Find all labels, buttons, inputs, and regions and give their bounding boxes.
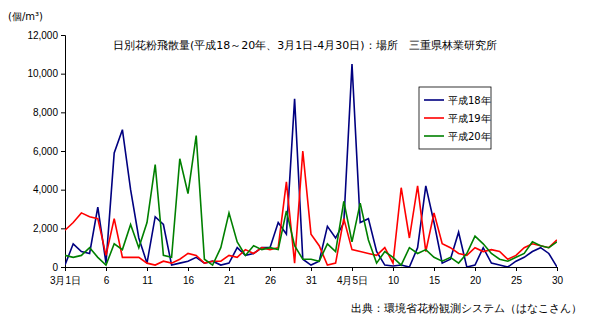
x-tick-mark (393, 267, 394, 271)
x-tick: 4月5日 (337, 267, 368, 286)
x-tick-label: 25 (511, 275, 523, 286)
x-tick-mark (516, 267, 517, 271)
legend-label: 平成20年 (448, 131, 491, 142)
x-tick: 21 (224, 267, 236, 286)
x-tick: 26 (265, 267, 277, 286)
x-tick: 30 (552, 267, 564, 286)
x-tick: 16 (183, 267, 195, 286)
x-tick-mark (106, 267, 107, 271)
x-axis: 3月1日 6 11 16 21 26 31 4月5日 10 15 20 25 30 (50, 267, 564, 286)
y-tick-mark (61, 190, 65, 191)
legend-swatch (424, 117, 444, 119)
x-tick-mark (311, 267, 312, 271)
x-tick-label: 26 (265, 275, 277, 286)
y-tick-mark (61, 151, 65, 152)
x-tick: 25 (511, 267, 523, 286)
x-tick-mark (147, 267, 148, 271)
legend-label: 平成19年 (448, 113, 491, 124)
x-tick: 10 (388, 267, 400, 286)
y-tick: 2,000 (33, 223, 65, 234)
plot: 0 2,000 4,000 6,000 8,000 10,000 12,000 3月1日 6 11… (27, 30, 563, 286)
y-tick-label: 6,000 (33, 146, 58, 157)
y-tick: 4,000 (33, 184, 65, 195)
x-tick: 31 (306, 267, 318, 286)
x-tick-mark (188, 267, 189, 271)
legend-swatch (424, 99, 444, 101)
y-tick-mark (61, 228, 65, 229)
x-tick: 20 (470, 267, 482, 286)
x-tick: 15 (429, 267, 441, 286)
y-axis-line (61, 36, 66, 268)
x-tick-label: 3月1日 (50, 275, 81, 286)
legend-label: 平成18年 (448, 95, 491, 106)
x-tick-label: 6 (104, 275, 110, 286)
y-tick-label: 10,000 (27, 68, 58, 79)
legend-swatch (424, 135, 444, 137)
series-line (65, 136, 557, 266)
x-axis-line (66, 268, 558, 272)
x-tick-mark (270, 267, 271, 271)
y-tick: 10,000 (27, 68, 65, 79)
lines (65, 64, 557, 267)
x-tick-mark (65, 267, 66, 271)
x-tick-mark (557, 267, 558, 271)
y-tick: 0 (52, 262, 65, 273)
y-tick-mark (61, 267, 65, 268)
y-tick-label: 0 (52, 262, 58, 273)
y-tick-label: 8,000 (33, 107, 58, 118)
y-tick-label: 4,000 (33, 184, 58, 195)
x-tick-mark (229, 267, 230, 271)
y-tick: 6,000 (33, 146, 65, 157)
y-tick-mark (61, 35, 65, 36)
x-tick-label: 30 (552, 275, 564, 286)
x-tick-mark (434, 267, 435, 271)
x-tick: 3月1日 (50, 267, 81, 286)
y-tick: 12,000 (27, 30, 65, 41)
x-tick-label: 31 (306, 275, 318, 286)
y-tick-mark (61, 74, 65, 75)
y-tick: 8,000 (33, 107, 65, 118)
title: 日別花粉飛散量(平成18～20年、3月1日-4月30日)：場所 三重県林業研究所 (113, 39, 497, 52)
series-line (65, 64, 557, 267)
x-tick: 6 (104, 267, 110, 286)
x-tick-label: 4月5日 (337, 275, 368, 286)
source: 出典：環境省花粉観測システム（はなこさん） (351, 302, 582, 315)
y-label: (個/m³) (8, 11, 43, 22)
chart: 0 2,000 4,000 6,000 8,000 10,000 12,000 3月1日 6 11… (0, 0, 600, 324)
y-tick-mark (61, 112, 65, 113)
x-tick-label: 11 (142, 275, 153, 286)
y-tick-label: 2,000 (33, 223, 58, 234)
x-tick-label: 21 (224, 275, 236, 286)
x-tick-label: 15 (429, 275, 441, 286)
x-tick-mark (352, 267, 353, 271)
y-axis: 0 2,000 4,000 6,000 8,000 10,000 12,000 (27, 30, 65, 273)
x-tick-label: 20 (470, 275, 482, 286)
legend-box (419, 87, 491, 149)
x-tick-label: 16 (183, 275, 195, 286)
y-tick-label: 12,000 (27, 30, 58, 41)
x-tick-mark (475, 267, 476, 271)
x-tick-label: 10 (388, 275, 400, 286)
x-tick: 11 (142, 267, 153, 286)
legend: 平成18年平成19年平成20年 (419, 87, 491, 149)
